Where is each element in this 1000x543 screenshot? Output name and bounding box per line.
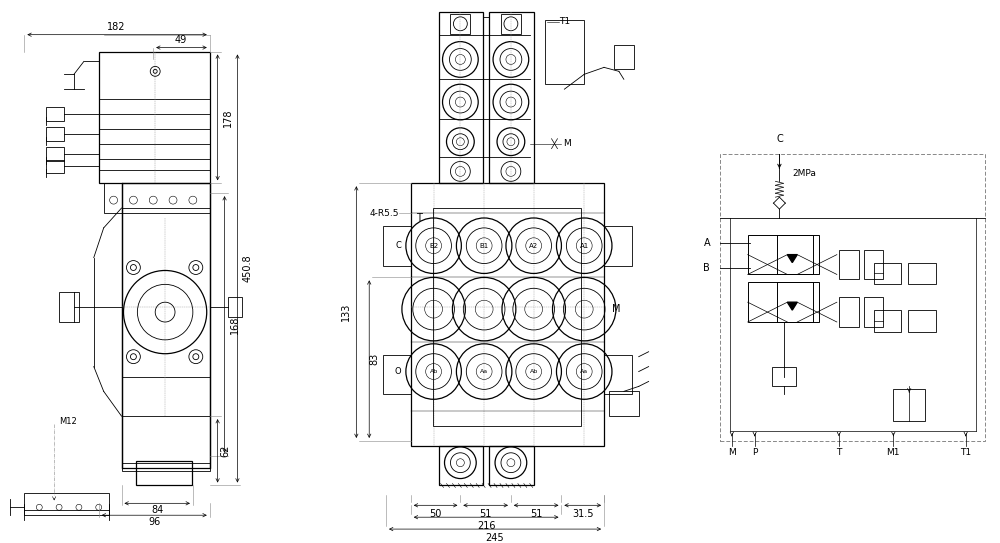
Bar: [614, 45, 634, 70]
Bar: [450, 14, 470, 34]
Text: 51: 51: [530, 509, 542, 519]
Bar: [104, 184, 210, 213]
Text: 178: 178: [223, 108, 233, 127]
Bar: [839, 297, 859, 327]
Text: T: T: [416, 213, 422, 223]
Text: 2MPa: 2MPa: [792, 169, 816, 178]
Bar: [839, 250, 859, 280]
Bar: [383, 226, 411, 266]
Text: M1: M1: [887, 449, 900, 457]
Bar: [748, 282, 819, 322]
Text: M: M: [612, 304, 620, 314]
Bar: [59, 292, 79, 322]
Text: 50: 50: [429, 509, 442, 519]
Bar: [439, 446, 483, 485]
Bar: [777, 282, 813, 322]
Text: B1: B1: [480, 243, 489, 249]
Bar: [122, 184, 210, 468]
Bar: [46, 127, 64, 141]
Text: 168: 168: [229, 315, 239, 333]
Bar: [383, 355, 411, 394]
Text: B: B: [703, 262, 710, 273]
Text: T: T: [836, 449, 842, 457]
Text: 31.5: 31.5: [572, 509, 593, 519]
Text: M: M: [728, 449, 736, 457]
Text: 49: 49: [175, 35, 187, 45]
Bar: [228, 297, 242, 317]
Text: 216: 216: [477, 521, 495, 531]
Text: 96: 96: [148, 517, 160, 527]
Bar: [99, 52, 210, 184]
Bar: [46, 147, 64, 161]
Text: 133: 133: [341, 303, 351, 321]
Polygon shape: [787, 302, 797, 310]
Text: C: C: [395, 241, 401, 250]
Bar: [777, 235, 813, 274]
Text: 51: 51: [479, 509, 492, 519]
Text: 450.8: 450.8: [242, 255, 252, 282]
Bar: [604, 226, 632, 266]
Text: 62: 62: [221, 445, 231, 457]
Text: O: O: [394, 367, 401, 376]
Bar: [46, 160, 64, 173]
Text: 245: 245: [486, 533, 504, 543]
Bar: [604, 355, 632, 394]
Bar: [908, 263, 936, 285]
Text: Ab: Ab: [530, 369, 538, 374]
Bar: [489, 12, 534, 184]
Bar: [501, 14, 521, 34]
Bar: [24, 494, 109, 515]
Text: M: M: [563, 139, 571, 148]
Bar: [864, 297, 883, 327]
Text: T1: T1: [960, 449, 971, 457]
Text: C: C: [776, 134, 783, 144]
Bar: [893, 389, 925, 421]
Text: 4-R5.5: 4-R5.5: [369, 209, 399, 218]
Text: A1: A1: [580, 243, 589, 249]
Text: Aa: Aa: [480, 369, 488, 374]
Bar: [545, 20, 584, 84]
Bar: [489, 446, 534, 485]
Bar: [46, 107, 64, 121]
Bar: [609, 392, 639, 416]
Text: T1: T1: [559, 17, 570, 26]
Text: Ab: Ab: [429, 369, 438, 374]
Bar: [136, 460, 192, 485]
Text: A: A: [703, 238, 710, 248]
Text: B2: B2: [429, 243, 438, 249]
Polygon shape: [787, 255, 797, 263]
Text: A2: A2: [529, 243, 538, 249]
Text: 83: 83: [369, 353, 379, 365]
Bar: [874, 310, 901, 332]
Bar: [748, 235, 819, 274]
Bar: [772, 367, 796, 387]
Text: P: P: [752, 449, 757, 457]
Text: 182: 182: [107, 22, 126, 31]
Bar: [864, 250, 883, 280]
Text: 84: 84: [151, 505, 163, 515]
Bar: [439, 12, 483, 184]
Bar: [908, 310, 936, 332]
Text: Aa: Aa: [580, 369, 588, 374]
Bar: [122, 463, 210, 471]
Bar: [874, 263, 901, 285]
Bar: [433, 208, 581, 426]
Text: M12: M12: [59, 416, 77, 426]
Bar: [720, 154, 985, 441]
Bar: [411, 184, 604, 446]
